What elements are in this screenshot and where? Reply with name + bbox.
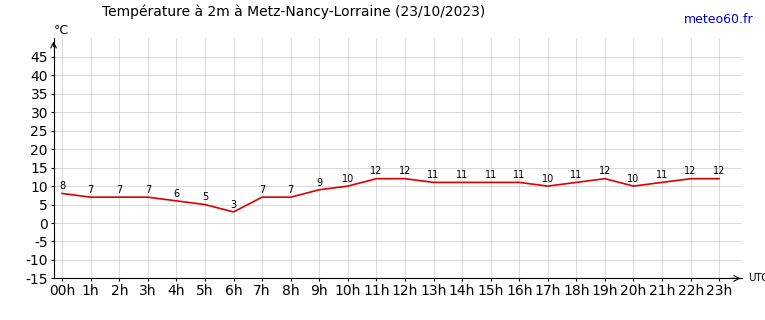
Text: 7: 7 bbox=[145, 185, 151, 195]
Text: UTC: UTC bbox=[747, 273, 765, 284]
Text: 7: 7 bbox=[259, 185, 265, 195]
Text: °C: °C bbox=[54, 24, 69, 36]
Text: 7: 7 bbox=[288, 185, 294, 195]
Text: 11: 11 bbox=[428, 170, 440, 180]
Text: 12: 12 bbox=[713, 166, 725, 177]
Text: 12: 12 bbox=[685, 166, 697, 177]
Text: 8: 8 bbox=[59, 181, 65, 191]
Text: 9: 9 bbox=[316, 178, 322, 188]
Text: Température à 2m à Metz-Nancy-Lorraine (23/10/2023): Température à 2m à Metz-Nancy-Lorraine (… bbox=[102, 5, 485, 19]
Text: 7: 7 bbox=[87, 185, 94, 195]
Text: 7: 7 bbox=[116, 185, 122, 195]
Text: 6: 6 bbox=[174, 189, 180, 199]
Text: 12: 12 bbox=[370, 166, 382, 177]
Text: meteo60.fr: meteo60.fr bbox=[684, 13, 754, 26]
Text: 11: 11 bbox=[513, 170, 526, 180]
Text: 5: 5 bbox=[202, 192, 208, 202]
Text: 11: 11 bbox=[484, 170, 496, 180]
Text: 12: 12 bbox=[399, 166, 411, 177]
Text: 11: 11 bbox=[456, 170, 468, 180]
Text: 12: 12 bbox=[599, 166, 611, 177]
Text: 10: 10 bbox=[627, 174, 640, 184]
Text: 10: 10 bbox=[542, 174, 554, 184]
Text: 11: 11 bbox=[570, 170, 582, 180]
Text: 10: 10 bbox=[342, 174, 354, 184]
Text: 3: 3 bbox=[230, 200, 236, 210]
Text: 11: 11 bbox=[656, 170, 668, 180]
